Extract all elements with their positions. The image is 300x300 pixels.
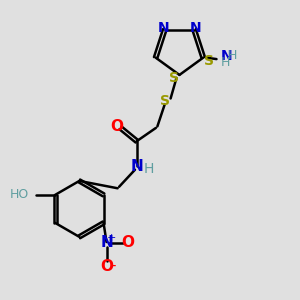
Text: S: S [203,54,214,68]
Text: N: N [100,235,113,250]
Text: -: - [110,258,116,273]
Text: H: H [221,56,230,69]
Text: +: + [107,233,116,244]
Text: N: N [158,21,169,35]
Text: H: H [144,161,154,176]
Text: N: N [130,159,143,174]
Text: HO: HO [10,188,29,201]
Text: S: S [160,94,170,108]
Text: O: O [110,119,124,134]
Text: O: O [100,259,113,274]
Text: N: N [221,49,232,63]
Text: H: H [228,49,237,62]
Text: N: N [190,21,201,35]
Text: O: O [122,235,134,250]
Text: S: S [169,71,179,85]
